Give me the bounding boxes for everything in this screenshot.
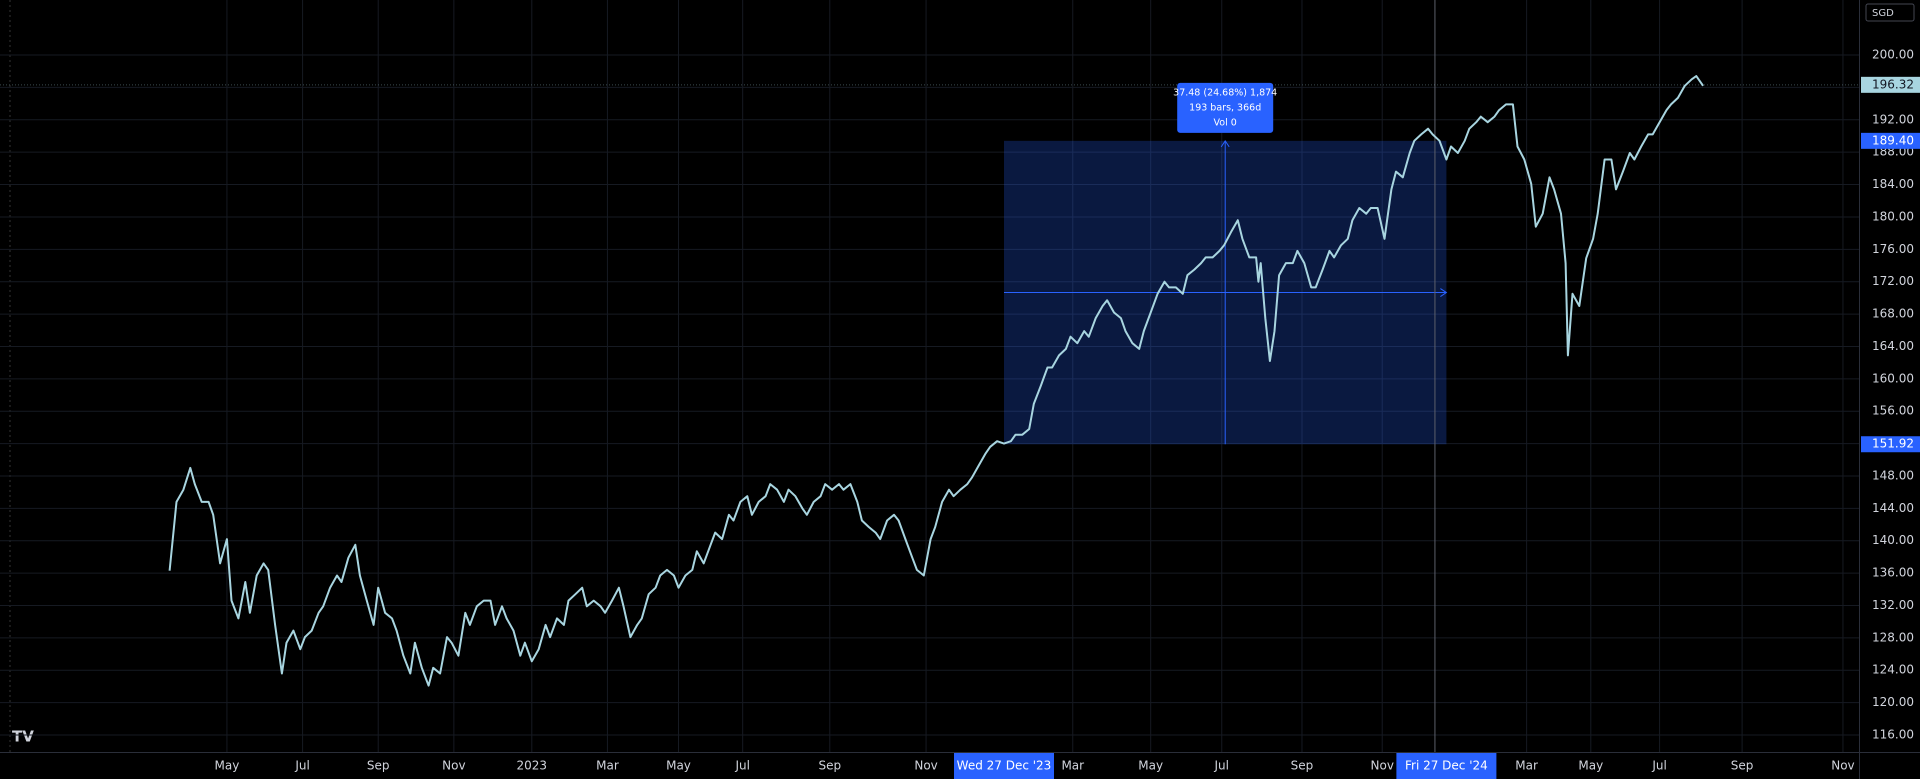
measure-from-tag: 151.92: [1872, 437, 1914, 451]
y-tick-label: 160.00: [1872, 371, 1914, 385]
y-tick-label: 176.00: [1872, 242, 1914, 256]
x-tick-label: Mar: [1061, 759, 1084, 773]
y-tick-label: 128.00: [1872, 630, 1914, 644]
x-tick-label: Mar: [1515, 759, 1538, 773]
x-tick-label: Nov: [914, 759, 937, 773]
measure-tooltip-text: 37.48 (24.68%) 1,874: [1173, 87, 1277, 98]
x-tick-label: Jul: [1651, 759, 1666, 773]
y-tick-label: 116.00: [1872, 728, 1914, 742]
x-tick-label: Sep: [1291, 759, 1314, 773]
x-tick-label: Nov: [442, 759, 465, 773]
x-tick-label: Mar: [596, 759, 619, 773]
x-tick-label: May: [1138, 759, 1163, 773]
currency-box[interactable]: [1865, 3, 1915, 22]
measure-to-tag-bg: [1861, 132, 1920, 149]
y-tick-label: 184.00: [1872, 177, 1914, 191]
y-tick-label: 136.00: [1872, 566, 1914, 580]
y-tick-label: 132.00: [1872, 598, 1914, 612]
last-price-tag: 196.32: [1872, 77, 1914, 91]
x-tick-label: May: [666, 759, 691, 773]
x-tick-label: Sep: [818, 759, 841, 773]
measure-to-date: Fri 27 Dec '24: [1405, 759, 1488, 773]
measure-tooltip-text: 193 bars, 366d: [1189, 102, 1261, 113]
measure-arrow-h: [1440, 288, 1448, 297]
y-tick-label: 180.00: [1872, 209, 1914, 223]
x-tick-label: Sep: [367, 759, 390, 773]
y-tick-label: 124.00: [1872, 663, 1914, 677]
y-tick-label: 168.00: [1872, 307, 1914, 321]
x-tick-label: May: [215, 759, 240, 773]
y-tick-label: 120.00: [1872, 695, 1914, 709]
y-tick-label: 172.00: [1872, 274, 1914, 288]
logo: TV: [12, 728, 34, 746]
measure-to-tag: 189.40: [1872, 133, 1914, 147]
measure-from-date-bg: [953, 753, 1054, 779]
y-tick-label: 200.00: [1872, 48, 1914, 62]
measure-tooltip: [1177, 82, 1274, 133]
y-tick-label: 140.00: [1872, 533, 1914, 547]
measure-from-date: Wed 27 Dec '23: [957, 759, 1052, 773]
currency: SGD: [1872, 8, 1894, 19]
y-tick-label: 144.00: [1872, 501, 1914, 515]
measure-from-tag-bg: [1861, 436, 1920, 453]
last-price-tag-bg: [1861, 76, 1920, 93]
measure-to-date-bg: [1396, 753, 1497, 779]
x-tick-label: Sep: [1731, 759, 1754, 773]
measure-arrow-v: [1220, 139, 1230, 148]
y-tick-label: 156.00: [1872, 404, 1914, 418]
price-line: [168, 75, 1704, 687]
x-tick-label: Jul: [294, 759, 309, 773]
x-tick-label: Nov: [1831, 759, 1854, 773]
y-tick-label: 164.00: [1872, 339, 1914, 353]
x-tick-label: Nov: [1371, 759, 1394, 773]
x-tick-label: Jul: [734, 759, 749, 773]
y-tick-label: 192.00: [1872, 112, 1914, 126]
y-tick-label: 148.00: [1872, 468, 1914, 482]
x-tick-label: Jul: [1214, 759, 1229, 773]
x-tick-label: 2023: [517, 759, 548, 773]
x-tick-label: May: [1578, 759, 1603, 773]
measure-tooltip-text: Vol 0: [1214, 117, 1237, 128]
